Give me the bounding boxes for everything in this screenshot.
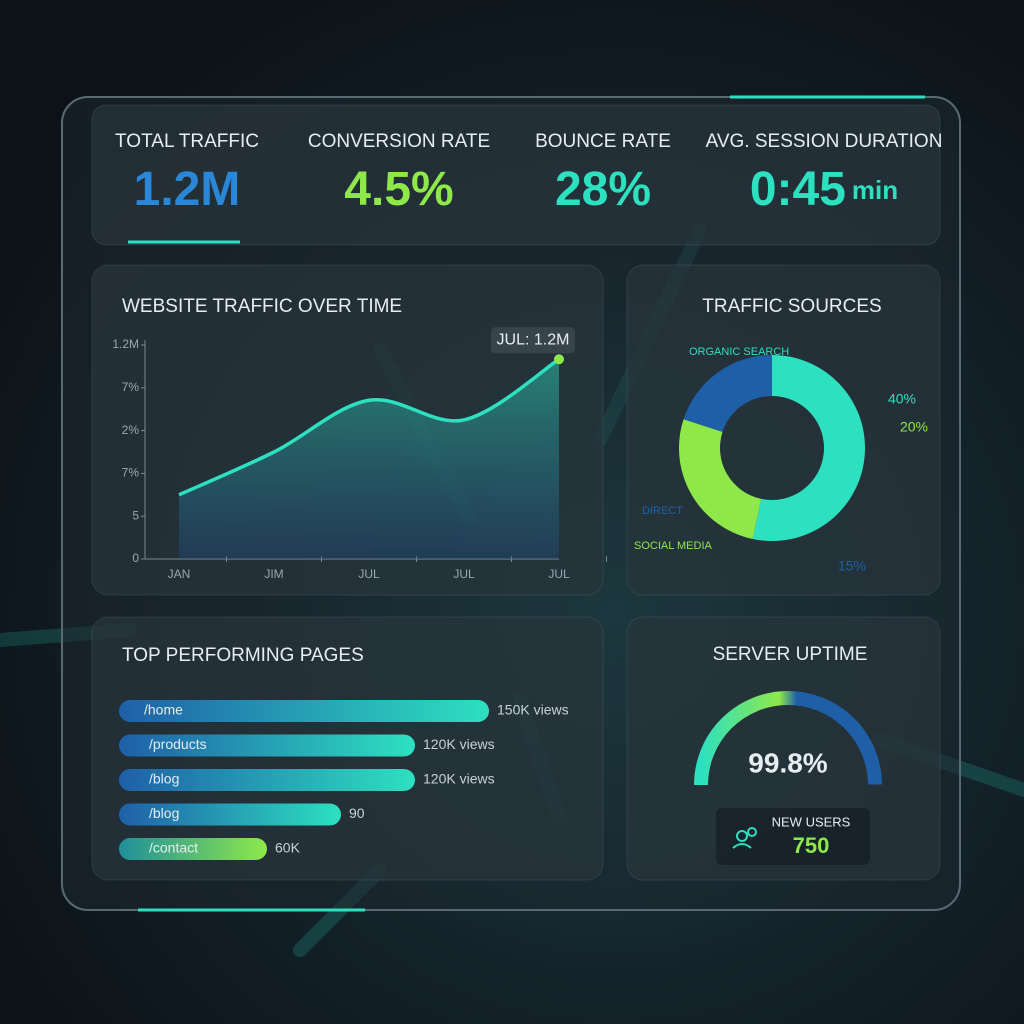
x-tick-label: JUL: [453, 567, 475, 581]
new-users-box: [716, 808, 870, 865]
donut-title: TRAFFIC SOURCES: [702, 296, 881, 317]
bar-value-label: 120K views: [423, 736, 495, 752]
kpi-label: CONVERSION RATE: [308, 131, 490, 152]
kpi-number: 4.5%: [344, 163, 453, 216]
legend-label: DIRECT: [642, 505, 683, 517]
bars-title: TOP PERFORMING PAGES: [122, 645, 364, 666]
kpi-label: TOTAL TRAFFIC: [115, 131, 259, 152]
bar: [119, 803, 341, 826]
bar-value-label: 60K: [275, 840, 301, 856]
bar: [119, 838, 267, 860]
bar-category: /home: [144, 702, 183, 718]
bar-category: /products: [149, 736, 207, 752]
x-tick-label: JUL: [548, 567, 570, 581]
y-tick-label: 7%: [122, 466, 140, 480]
kpi-number: 28%: [555, 163, 651, 216]
legend-label: SOCIAL MEDIA: [634, 540, 712, 552]
y-tick-label: 7%: [122, 380, 140, 394]
donut-segment: [683, 355, 772, 432]
kpi-label: AVG. SESSION DURATION: [706, 131, 943, 152]
area: [179, 359, 559, 559]
new-users-value: 750: [793, 833, 830, 858]
y-tick-label: 2%: [122, 423, 140, 437]
kpi-label: BOUNCE RATE: [535, 131, 671, 152]
value-label: 40%: [888, 391, 916, 407]
y-tick-label: 1.2M: [112, 337, 139, 351]
kpi-value: 28%: [555, 163, 651, 216]
bar-category: /blog: [149, 805, 179, 821]
donut-segment: [752, 355, 866, 541]
bar: [119, 700, 489, 722]
annotation: JUL: 1.2M: [497, 331, 570, 348]
gauge-label: 99.8%: [748, 747, 827, 778]
legend-label: ORGANIC SEARCH: [689, 346, 789, 358]
new-users-label: NEW USERS: [772, 814, 851, 829]
x-tick-label: JIM: [264, 567, 283, 581]
bar: [119, 734, 415, 757]
y-tick-label: 0: [132, 551, 139, 565]
line: [178, 357, 560, 497]
line-title: WEBSITE TRAFFIC OVER TIME: [122, 296, 402, 317]
bar-category: /blog: [149, 771, 179, 787]
bar: [119, 769, 415, 791]
uptime-title: SERVER UPTIME: [713, 644, 868, 665]
bar-value-label: 120K views: [423, 771, 495, 787]
value-label: 15%: [838, 558, 866, 574]
kpi-number: 0:45: [750, 163, 846, 216]
kpi-number: 1.2M: [134, 163, 241, 216]
x-tick-label: JAN: [168, 567, 191, 581]
bar-value-label: 90: [349, 805, 365, 821]
bar-category: /contact: [149, 840, 198, 856]
y-tick-label: 5: [132, 508, 139, 522]
kpi-value: 4.5%: [344, 163, 453, 216]
annotation-box: [491, 327, 575, 354]
kpi-unit: min: [852, 175, 898, 205]
value-label: 20%: [900, 419, 928, 435]
kpi-value: 1.2M: [134, 163, 241, 216]
gauge-value: [694, 691, 882, 786]
users-icon: [732, 827, 757, 849]
kpi-value: 0:45 min: [750, 163, 898, 216]
bar-value-label: 150K views: [497, 702, 569, 718]
x-tick-label: JUL: [358, 567, 380, 581]
donut-segment: [679, 419, 762, 539]
point: [554, 354, 564, 365]
kpi-card: [91, 104, 941, 246]
